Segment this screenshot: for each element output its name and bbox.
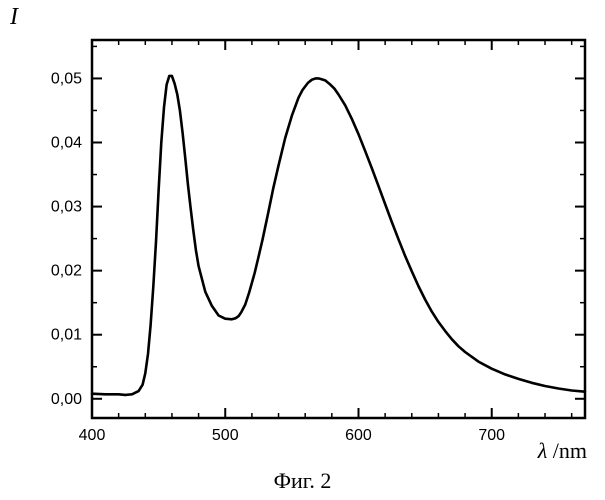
svg-text:0,05: 0,05: [51, 70, 82, 87]
svg-text:700: 700: [478, 427, 505, 444]
y-axis-title: I: [10, 4, 18, 31]
spectrum-chart: 400 500 600 700 0,00 0,01 0,02 0,03 0,04 0,05: [0, 0, 605, 470]
svg-text:0,02: 0,02: [51, 263, 82, 280]
svg-text:600: 600: [345, 427, 372, 444]
svg-text:0,04: 0,04: [51, 135, 82, 152]
svg-text:0,03: 0,03: [51, 199, 82, 216]
svg-text:400: 400: [79, 427, 106, 444]
svg-text:0,00: 0,00: [51, 391, 82, 408]
svg-text:500: 500: [212, 427, 239, 444]
figure-caption: Фиг. 2: [0, 468, 605, 494]
x-axis-title: λ /nm: [538, 438, 587, 464]
svg-text:0,01: 0,01: [51, 327, 82, 344]
x-axis-symbol: λ: [538, 438, 548, 463]
x-axis-unit: /nm: [547, 438, 587, 463]
